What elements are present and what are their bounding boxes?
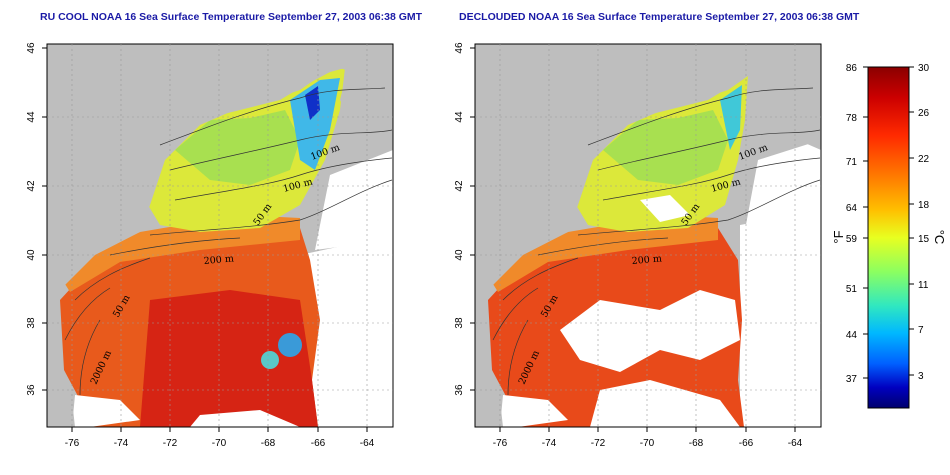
left-shelf-band (55, 215, 300, 292)
right-contour-label: 200 m (631, 253, 662, 267)
right-y-tick: 46 (454, 42, 465, 54)
colorbar-c-label: 18 (918, 200, 930, 211)
left-cold-coast (290, 78, 340, 170)
left-y-tick: 46 (26, 42, 37, 54)
colorbar-c-label: 7 (918, 325, 924, 336)
left-y-tick: 42 (26, 180, 37, 192)
colorbar-c-label: 11 (918, 280, 929, 291)
left-y-tick: 44 (26, 111, 37, 123)
colorbar-c-label: 30 (918, 63, 930, 74)
right-y-tick: 38 (454, 317, 465, 329)
left-cool-patch (175, 110, 300, 185)
right-grid (475, 44, 821, 427)
right-x-tick: -68 (689, 438, 704, 449)
right-panel-title: DECLOUDED NOAA 16 Sea Surface Temperatur… (459, 11, 860, 23)
left-offshore-area (315, 150, 393, 250)
left-y-tick: 40 (26, 249, 37, 261)
right-cold-coast (720, 85, 742, 150)
left-coastline-land (47, 44, 393, 427)
right-bathymetry-contours (492, 87, 821, 396)
right-tick-marks (470, 47, 796, 432)
left-cloud-blob (278, 333, 302, 357)
right-nova-scotia (768, 44, 821, 150)
right-cloud-gap (500, 395, 568, 427)
colorbar-f-ticks (863, 66, 868, 379)
left-axes-frame (46, 43, 394, 428)
colorbar-f-label: 86 (846, 63, 858, 74)
colorbar-celsius-unit: °C (932, 230, 947, 245)
left-grid (47, 44, 393, 427)
right-shelf-band (483, 215, 718, 292)
colorbar-f-label: 71 (846, 157, 858, 168)
right-x-tick: -70 (640, 438, 655, 449)
colorbar: 86 78 71 64 59 51 44 37 30 26 22 18 15 1… (831, 63, 947, 409)
left-x-tick: -70 (212, 438, 227, 449)
right-offshore-area (745, 140, 821, 230)
colorbar-f-label: 51 (846, 284, 858, 295)
left-x-tick: -64 (360, 438, 375, 449)
left-tick-marks (42, 47, 368, 432)
left-cloud-area (300, 235, 393, 427)
colorbar-f-label: 64 (846, 203, 858, 214)
left-y-tick: 36 (26, 384, 37, 396)
left-gulfstream (140, 290, 318, 427)
colorbar-c-label: 3 (918, 371, 924, 382)
left-x-tick: -72 (163, 438, 178, 449)
right-x-tick: -64 (788, 438, 803, 449)
right-coastline-land (475, 44, 821, 427)
right-axes-frame (474, 43, 822, 428)
left-nova-scotia (340, 44, 393, 150)
colorbar-f-label: 37 (846, 374, 858, 385)
right-x-tick: -74 (542, 438, 557, 449)
colorbar-c-ticks (909, 66, 914, 376)
colorbar-c-label: 22 (918, 154, 930, 165)
right-cloud-gap (640, 195, 690, 222)
colorbar-f-label: 44 (846, 330, 858, 341)
right-y-tick: 36 (454, 384, 465, 396)
colorbar-c-label: 26 (918, 108, 930, 119)
left-y-tick: 38 (26, 317, 37, 329)
left-cloud-blob (72, 395, 140, 427)
right-map-panel: -76 -74 -72 -70 -68 -66 -64 36 38 40 42 … (454, 42, 822, 449)
left-cold-spot (305, 86, 320, 120)
colorbar-gradient (867, 66, 910, 409)
left-x-tick: -68 (261, 438, 276, 449)
left-panel-title: RU COOL NOAA 16 Sea Surface Temperature … (40, 11, 423, 23)
right-x-tick: -72 (591, 438, 606, 449)
right-cloud-gap (560, 290, 740, 372)
right-cool-patch (603, 110, 728, 185)
right-y-tick: 44 (454, 111, 465, 123)
left-map-panel: -76 -74 -72 -70 -68 -66 -64 36 38 40 42 … (26, 42, 394, 449)
right-y-tick: 40 (454, 249, 465, 261)
right-offshore-area (740, 210, 821, 427)
colorbar-c-label: 15 (918, 234, 930, 245)
colorbar-fahrenheit-unit: °F (831, 230, 846, 243)
colorbar-f-label: 59 (846, 234, 858, 245)
left-x-tick: -76 (65, 438, 80, 449)
colorbar-f-label: 78 (846, 113, 858, 124)
right-y-tick: 42 (454, 180, 465, 192)
right-x-tick: -76 (493, 438, 508, 449)
right-x-tick: -66 (739, 438, 754, 449)
left-bathymetry-contours (64, 87, 393, 396)
right-cloud-gap (590, 380, 740, 427)
left-contour-label: 200 m (203, 253, 234, 267)
left-cloud-blob (261, 351, 279, 369)
left-x-tick: -74 (114, 438, 129, 449)
left-x-tick: -66 (311, 438, 326, 449)
left-cloud-blob (190, 410, 300, 427)
